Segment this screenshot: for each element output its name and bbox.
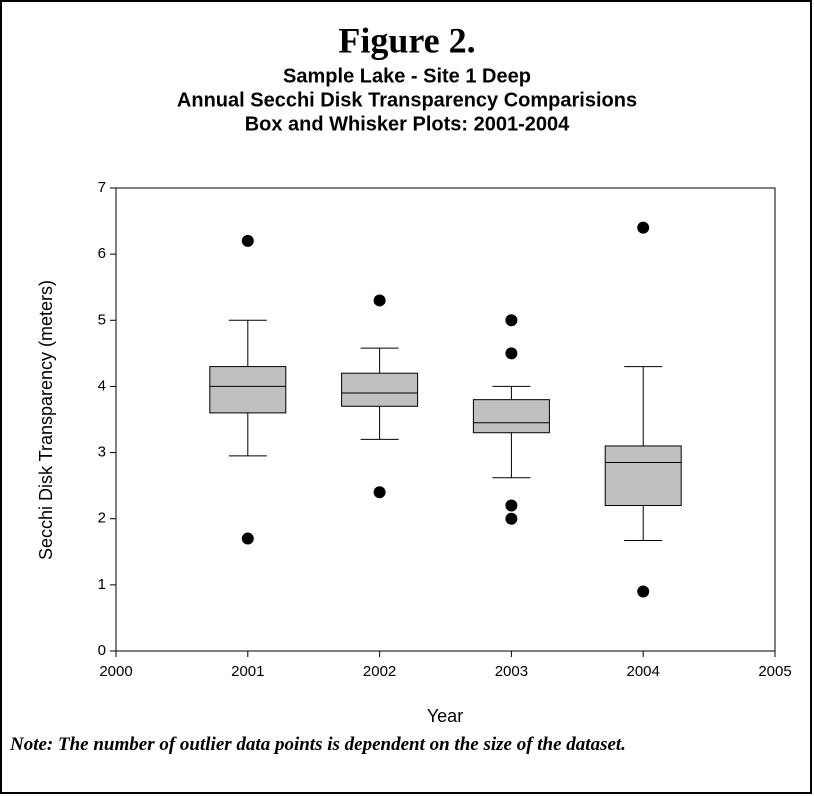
x-tick-label: 2000 xyxy=(99,663,132,680)
y-tick-label: 7 xyxy=(98,179,106,196)
x-tick-label: 2004 xyxy=(627,663,660,680)
y-tick-label: 4 xyxy=(98,377,106,394)
chart-title: Figure 2. xyxy=(338,20,475,60)
subtitle: Box and Whisker Plots: 2001-2004 xyxy=(245,113,570,135)
outlier xyxy=(505,314,518,327)
box xyxy=(209,366,287,414)
y-tick-label: 5 xyxy=(98,311,106,328)
note: Note: The number of outlier data points … xyxy=(10,734,626,755)
outlier xyxy=(637,585,650,598)
x-axis-label: Year xyxy=(427,706,463,726)
box xyxy=(472,399,550,434)
plot-area xyxy=(115,187,776,652)
outlier xyxy=(505,512,518,525)
subtitle: Annual Secchi Disk Transparency Comparis… xyxy=(177,89,637,111)
y-tick-label: 3 xyxy=(98,444,106,461)
outlier xyxy=(505,347,518,360)
x-tick-label: 2001 xyxy=(231,663,264,680)
outlier xyxy=(241,532,254,545)
outlier xyxy=(373,486,386,499)
outlier xyxy=(505,499,518,512)
outlier xyxy=(241,234,254,247)
outlier xyxy=(637,221,650,234)
y-tick-label: 0 xyxy=(98,642,106,659)
y-tick-label: 6 xyxy=(98,245,106,262)
subtitle: Sample Lake - Site 1 Deep xyxy=(283,65,531,87)
box xyxy=(604,445,682,506)
x-tick-label: 2002 xyxy=(363,663,396,680)
y-axis-label: Secchi Disk Transparency (meters) xyxy=(36,280,56,560)
box xyxy=(341,372,419,407)
outlier xyxy=(373,294,386,307)
x-tick-label: 2003 xyxy=(495,663,528,680)
y-tick-label: 2 xyxy=(98,510,106,527)
x-tick-label: 2005 xyxy=(758,663,791,680)
y-tick-label: 1 xyxy=(98,576,106,593)
